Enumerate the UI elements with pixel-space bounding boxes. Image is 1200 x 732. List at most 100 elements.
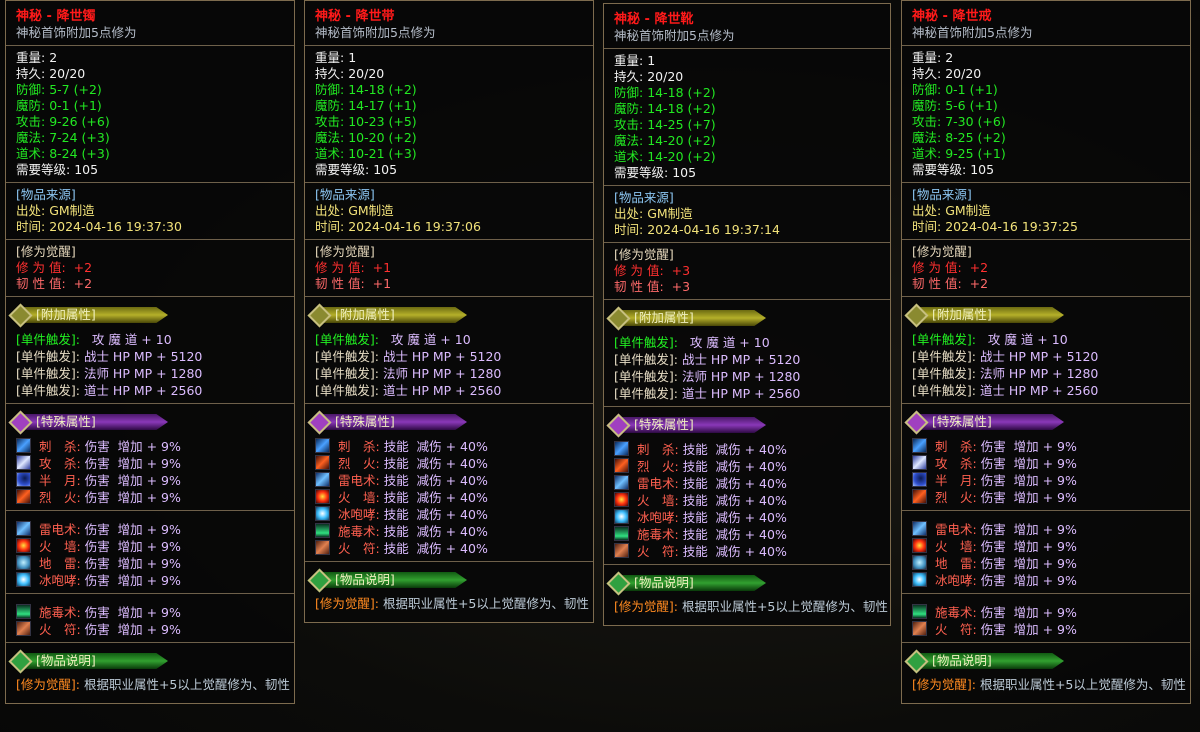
time-label: 时间 [614,222,640,237]
skill-name: 雷电术: [637,476,679,491]
trigger-tag: [单件触发]: [315,349,379,364]
extra-attributes: [附加属性] [单件触发]: 攻 魔 道 + 10 [单件触发]: 战士 HP MP… [604,299,890,406]
skill-name: 刺 杀: [935,439,977,454]
trigger-tag: [单件触发]: [912,349,976,364]
origin-label: 出处 [315,203,341,218]
skill-row: 半 月: 伤害 增加 + 9% [912,472,1180,489]
skill-effect: 技能 减伤 + 40% [379,507,488,522]
skill-row: 烈 火: 技能 减伤 + 40% [315,455,583,472]
extra-attributes: [附加属性] [单件触发]: 攻 魔 道 + 10 [单件触发]: 战士 HP MP… [6,296,294,403]
skill-row: 地 雷: 伤害 增加 + 9% [912,555,1180,572]
awaken-header: [修为觉醒] [315,244,375,259]
extra-row: [单件触发]: 道士 HP MP + 2560 [315,382,583,399]
stat-label: 魔法 [912,130,938,145]
stat-row: 重量: 2 [16,50,284,66]
liehuo-skill-icon [16,489,31,504]
extra-attributes-banner: [附加属性] [606,306,766,331]
skill-name: 烈 火: [637,459,679,474]
skill-effect: 技能 减伤 + 40% [678,442,787,457]
stat-sep: : [639,69,648,84]
time-value: 2024-04-16 19:37:14 [647,222,780,237]
stat-label: 道术 [912,146,938,161]
huofu-skill-icon [16,621,31,636]
stat-value: 14-25 (+7) [647,117,716,132]
stat-sep: : [937,114,946,129]
skill-row: 雷电术: 伤害 增加 + 9% [912,521,1180,538]
stat-value: 14-18 (+2) [348,82,417,97]
gongsha-skill-icon [912,455,927,470]
shidu-skill-icon [16,604,31,619]
stat-sep: : [639,117,648,132]
extra-attributes-banner: [附加属性] [307,303,467,328]
description-row: [修为觉醒]: 根据职业属性+5以上觉醒修为、韧性 [315,596,589,612]
skill-effect: 伤害 增加 + 9% [976,522,1077,537]
item-source: [物品来源] 出处: GM制造 时间: 2024-04-16 19:37:14 [604,185,890,242]
skill-name: 冰咆哮: [935,573,977,588]
skill-effect: 伤害 增加 + 9% [976,605,1077,620]
skill-name: 火 墙: [637,493,679,508]
stat-label: 需要等级 [16,162,67,177]
stat-value: 8-25 (+2) [945,130,1006,145]
stat-sep: : [962,162,971,177]
shidu-skill-icon [912,604,927,619]
awaken-value: +1 [372,260,392,275]
item-description: [物品说明] [修为觉醒]: 根据职业属性+5以上觉醒修为、韧性 [604,564,890,619]
bingpaoxiao-skill-icon [16,572,31,587]
description-tag: [修为觉醒]: [16,677,80,692]
skill-effect: 伤害 增加 + 9% [80,473,181,488]
skill-row: 刺 杀: 伤害 增加 + 9% [16,438,284,455]
description-text: 根据职业属性+5以上觉醒修为、韧性 [79,677,290,692]
skill-row: 烈 火: 技能 减伤 + 40% [614,458,880,475]
stat-value: 5-6 (+1) [945,98,998,113]
trigger-effect: 攻 魔 道 + 10 [79,332,172,347]
stat-row: 需要等级: 105 [315,162,583,178]
skill-name: 攻 杀: [935,456,977,471]
cisha-skill-icon [912,438,927,453]
stat-row: 道术: 14-20 (+2) [614,149,880,165]
stat-label: 攻击 [16,114,42,129]
stat-sep: : [937,66,946,81]
shidu-skill-icon [315,523,330,538]
time-row: 时间: 2024-04-16 19:37:14 [614,222,880,238]
skill-name: 火 墙: [935,539,977,554]
stat-row: 防御: 14-18 (+2) [315,82,583,98]
skill-name: 烈 火: [935,490,977,505]
stat-row: 需要等级: 105 [16,162,284,178]
awaken-section: [修为觉醒] 修 为 值: +3 韧 性 值: +3 [604,242,890,299]
section-banner [918,653,1064,669]
special-attributes-banner: [特殊属性] [904,410,1064,435]
section-title: [特殊属性] [634,417,694,432]
section-banner [321,414,467,430]
skill-row: 烈 火: 伤害 增加 + 9% [16,489,284,506]
origin-row: 出处: GM制造 [315,203,583,219]
extra-row: [单件触发]: 攻 魔 道 + 10 [614,334,880,351]
section-banner [22,653,168,669]
skill-name: 火 符: [637,544,679,559]
item-description-banner: [物品说明] [8,649,168,674]
special-group: 雷电术: 伤害 增加 + 9% 火 墙: 伤害 增加 + 9% 地 雷: 伤害 增加… [6,510,294,593]
trigger-tag: [单件触发]: [16,349,80,364]
awaken-value: +3 [671,263,691,278]
trigger-tag: [单件触发]: [16,383,80,398]
trigger-effect: 道士 HP MP + 2560 [79,383,203,398]
description-tag: [修为觉醒]: [912,677,976,692]
stat-value: 10-23 (+5) [348,114,417,129]
origin-value: GM制造 [348,203,394,218]
item-stats: 重量: 1 持久: 20/20 防御: 14-18 (+2) 魔防: 14-17 (+… [305,45,593,182]
huofu-skill-icon [614,543,629,558]
origin-value: GM制造 [945,203,991,218]
skill-row: 施毒术: 伤害 增加 + 9% [16,604,284,621]
origin-value: GM制造 [49,203,95,218]
trigger-effect: 攻 魔 道 + 10 [378,332,471,347]
skill-effect: 技能 减伤 + 40% [379,490,488,505]
skill-name: 冰咆哮: [338,507,380,522]
time-value: 2024-04-16 19:37:06 [348,219,481,234]
skill-name: 施毒术: [39,605,81,620]
stat-row: 攻击: 10-23 (+5) [315,114,583,130]
stat-value: 0-1 (+1) [49,98,102,113]
stat-row: 防御: 14-18 (+2) [614,85,880,101]
skill-effect: 伤害 增加 + 9% [976,573,1077,588]
stat-sep: : [66,162,75,177]
skill-name: 烈 火: [39,490,81,505]
trigger-tag: [单件触发]: [614,386,678,401]
